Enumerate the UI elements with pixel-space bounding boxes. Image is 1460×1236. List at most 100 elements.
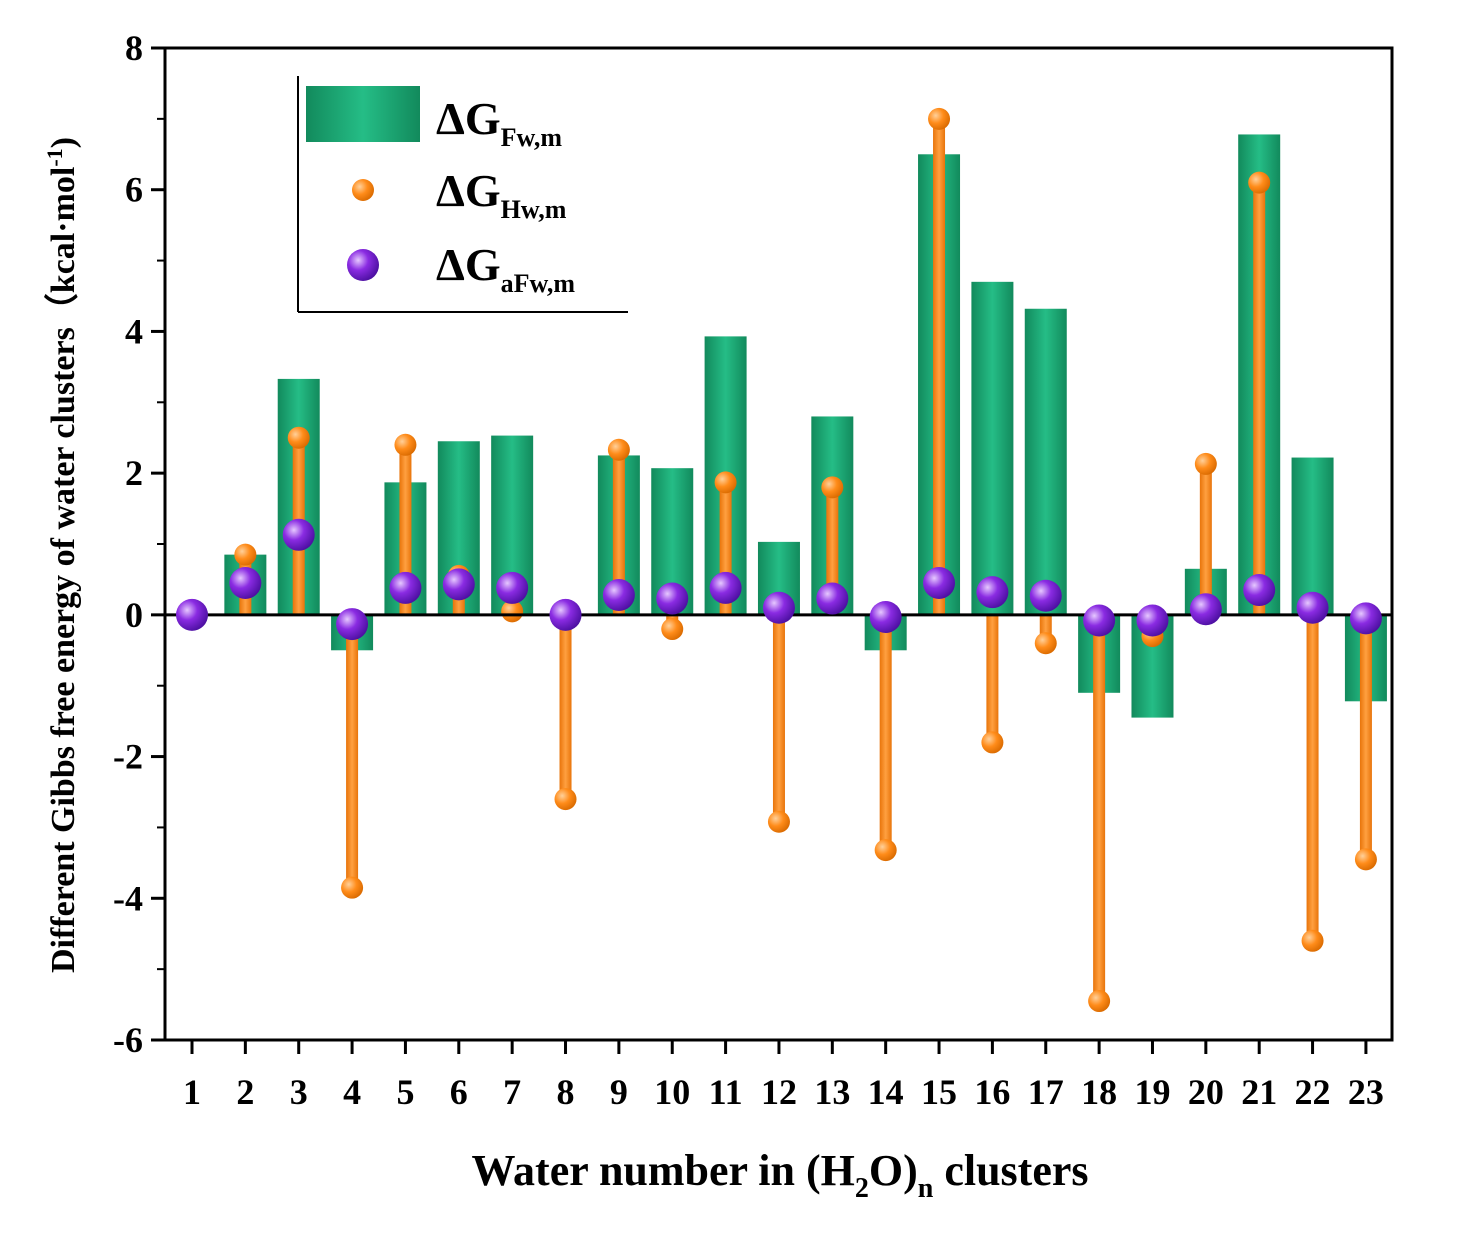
point-hwm-9 — [607, 438, 630, 461]
point-hwm-11 — [714, 471, 737, 494]
point-afwm-16 — [976, 576, 1009, 609]
point-afwm-1 — [176, 598, 208, 631]
x-tick-label: 10 — [654, 1072, 690, 1112]
point-afwm-8 — [549, 598, 582, 631]
stem-hwm-14 — [879, 614, 892, 851]
points-layer — [176, 518, 1382, 641]
x-tick-label: 21 — [1241, 1072, 1277, 1112]
stem-hwm-9 — [612, 449, 625, 615]
bars-layer — [224, 134, 1387, 718]
point-afwm-19 — [1136, 604, 1169, 637]
stem-hwm-20 — [1199, 463, 1212, 615]
stem-hwm-22 — [1306, 614, 1319, 941]
legend-stem-swatch — [352, 179, 374, 201]
point-hwm-8 — [554, 788, 577, 811]
point-hwm-4 — [341, 876, 364, 899]
stem-hwm-15 — [933, 118, 946, 615]
point-afwm-9 — [602, 579, 635, 612]
point-afwm-18 — [1083, 604, 1116, 637]
point-hwm-17 — [1034, 632, 1057, 655]
x-tick-label: 22 — [1295, 1072, 1331, 1112]
stems-layer — [165, 107, 1392, 1013]
y-tick-label: -2 — [113, 737, 143, 777]
x-tick-label: 9 — [610, 1072, 628, 1112]
point-afwm-3 — [282, 518, 315, 551]
legend-bar-swatch — [306, 86, 420, 142]
point-afwm-2 — [229, 566, 262, 599]
x-tick-label: 23 — [1348, 1072, 1384, 1112]
legend: ΔGFw,m ΔGHw,m ΔGaFw,m — [297, 76, 628, 313]
point-hwm-15 — [928, 107, 951, 130]
legend-point-swatch — [347, 249, 379, 281]
legend-label-hwm: ΔGHw,m — [436, 165, 567, 224]
x-tick-label: 11 — [709, 1072, 743, 1112]
point-afwm-5 — [389, 571, 422, 604]
x-tick-label: 8 — [557, 1072, 575, 1112]
point-hwm-5 — [394, 433, 417, 456]
point-afwm-20 — [1189, 593, 1222, 626]
point-hwm-18 — [1088, 990, 1111, 1013]
point-hwm-20 — [1194, 452, 1217, 475]
point-hwm-2 — [234, 543, 257, 566]
bar-fwm-16 — [971, 281, 1014, 615]
point-hwm-14 — [874, 839, 897, 862]
point-afwm-7 — [496, 571, 529, 604]
point-afwm-12 — [762, 591, 795, 624]
stem-hwm-23 — [1359, 614, 1372, 860]
point-hwm-7 — [501, 600, 524, 623]
point-afwm-14 — [869, 600, 902, 633]
point-hwm-22 — [1301, 929, 1324, 952]
y-tick-label: 0 — [125, 595, 143, 635]
x-tick-label: 15 — [921, 1072, 957, 1112]
stem-hwm-16 — [986, 614, 999, 743]
stem-hwm-8 — [559, 614, 572, 800]
legend-label-fwm: ΔGFw,m — [436, 93, 562, 152]
x-tick-label: 14 — [868, 1072, 904, 1112]
y-tick-label: -4 — [113, 878, 143, 918]
x-tick-label: 17 — [1028, 1072, 1064, 1112]
x-tick-label: 19 — [1134, 1072, 1170, 1112]
x-tick-label: 16 — [974, 1072, 1010, 1112]
y-tick-label: 6 — [125, 170, 143, 210]
x-tick-label: 20 — [1188, 1072, 1224, 1112]
stem-hwm-12 — [772, 614, 785, 822]
point-hwm-12 — [767, 810, 790, 833]
x-tick-label: 6 — [450, 1072, 468, 1112]
x-tick-label: 13 — [814, 1072, 850, 1112]
point-afwm-11 — [709, 571, 742, 604]
point-hwm-23 — [1354, 848, 1377, 871]
point-afwm-22 — [1296, 591, 1329, 624]
y-tick-label: 4 — [125, 311, 143, 351]
x-tick-label: 2 — [236, 1072, 254, 1112]
y-tick-label: -6 — [113, 1020, 143, 1060]
legend-label-afwm: ΔGaFw,m — [436, 239, 575, 298]
x-tick-label: 5 — [396, 1072, 414, 1112]
point-hwm-21 — [1248, 171, 1271, 194]
point-hwm-10 — [661, 618, 684, 641]
point-afwm-23 — [1349, 602, 1382, 635]
x-tick-label: 1 — [183, 1072, 201, 1112]
point-hwm-3 — [287, 426, 310, 449]
y-axis-title: Different Gibbs free energy of water clu… — [42, 137, 82, 973]
point-afwm-10 — [656, 582, 689, 615]
bar-fwm-22 — [1291, 457, 1334, 615]
y-tick-label: 8 — [125, 28, 143, 68]
point-afwm-6 — [442, 568, 475, 601]
stem-hwm-18 — [1093, 614, 1106, 1002]
bar-fwm-17 — [1024, 308, 1067, 615]
x-tick-label: 12 — [761, 1072, 797, 1112]
point-afwm-4 — [336, 608, 369, 641]
stem-hwm-4 — [346, 614, 359, 888]
point-afwm-17 — [1029, 579, 1062, 612]
x-tick-label: 3 — [290, 1072, 308, 1112]
x-tick-label: 4 — [343, 1072, 361, 1112]
point-afwm-15 — [923, 566, 956, 599]
stem-hwm-21 — [1253, 182, 1266, 615]
x-tick-label: 7 — [503, 1072, 521, 1112]
point-hwm-16 — [981, 731, 1004, 754]
x-axis-title: Water number in (H2O)n clusters — [471, 1146, 1088, 1204]
point-afwm-13 — [816, 582, 849, 615]
